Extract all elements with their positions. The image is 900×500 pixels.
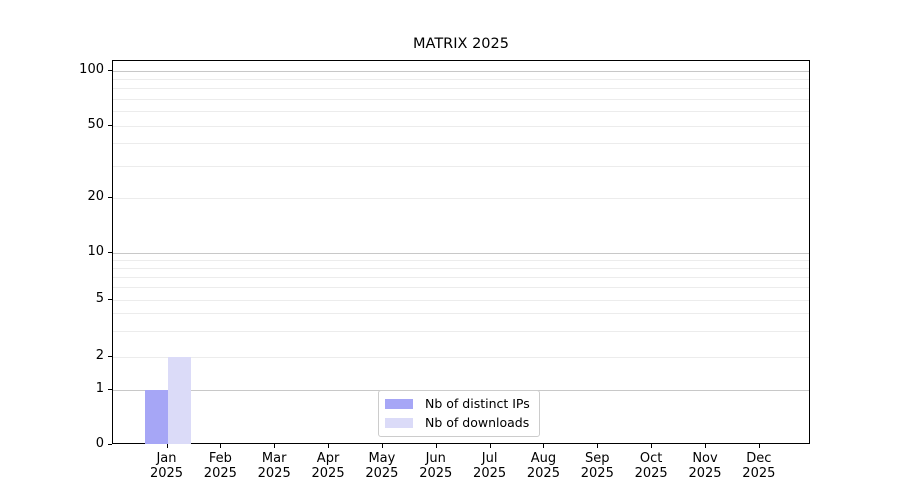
x-tick-label-jul: Jul 2025	[473, 451, 507, 481]
legend: Nb of distinct IPs Nb of downloads	[378, 390, 540, 437]
y-gridline-100	[113, 70, 809, 72]
y-gridline-10	[113, 252, 809, 254]
y-gridline-80	[113, 88, 809, 90]
bar-nb-of-distinct-ips-jan	[144, 390, 168, 444]
y-tick-1	[108, 389, 112, 390]
x-tick-label-jun: Jun 2025	[419, 451, 453, 481]
y-gridline-8	[113, 267, 809, 269]
x-tick-label-mar: Mar 2025	[257, 451, 291, 481]
y-gridline-7	[113, 276, 809, 278]
x-tick-label-oct: Oct 2025	[634, 451, 668, 481]
y-tick-label-20: 20	[87, 189, 104, 204]
y-tick-10	[108, 252, 112, 253]
legend-label-distinct-ips: Nb of distinct IPs	[425, 396, 530, 411]
x-tick-aug	[543, 444, 545, 448]
y-gridline-30	[113, 165, 809, 167]
legend-item-distinct-ips: Nb of distinct IPs	[385, 397, 530, 411]
x-tick-mar	[274, 444, 276, 448]
y-tick-5	[108, 299, 112, 300]
y-gridline-4	[113, 313, 809, 315]
legend-item-downloads: Nb of downloads	[385, 416, 530, 430]
x-tick-label-sep: Sep 2025	[580, 451, 614, 481]
y-gridline-70	[113, 98, 809, 100]
x-tick-label-jan: Jan 2025	[149, 451, 184, 481]
y-gridline-40	[113, 143, 809, 145]
y-gridline-90	[113, 78, 809, 80]
legend-swatch-distinct-ips	[385, 399, 413, 409]
bar-nb-of-downloads-jan	[167, 357, 191, 444]
y-tick-label-100: 100	[79, 62, 104, 77]
y-tick-label-5: 5	[95, 291, 104, 306]
y-gridline-50	[113, 125, 809, 127]
x-tick-label-feb: Feb 2025	[203, 451, 237, 481]
y-gridline-20	[113, 197, 809, 199]
y-gridline-5	[113, 299, 809, 301]
y-tick-0	[108, 444, 112, 445]
y-tick-label-1: 1	[95, 381, 104, 396]
x-tick-jul	[489, 444, 491, 448]
x-tick-label-nov: Nov 2025	[688, 451, 722, 481]
y-gridline-3	[113, 331, 809, 333]
legend-swatch-downloads	[385, 418, 413, 428]
x-tick-label-aug: Aug 2025	[526, 451, 560, 481]
y-gridline-9	[113, 259, 809, 261]
x-tick-may	[381, 444, 383, 448]
x-tick-label-may: May 2025	[365, 451, 399, 481]
plot-area	[112, 60, 810, 444]
y-tick-label-10: 10	[87, 244, 104, 259]
x-tick-label-dec: Dec 2025	[742, 451, 776, 481]
y-tick-label-0: 0	[95, 436, 104, 451]
x-tick-feb	[220, 444, 222, 448]
x-tick-label-apr: Apr 2025	[311, 451, 345, 481]
x-tick-sep	[597, 444, 599, 448]
y-gridline-2	[113, 356, 809, 358]
y-tick-50	[108, 125, 112, 126]
y-tick-100	[108, 70, 112, 71]
y-tick-label-2: 2	[95, 348, 104, 363]
x-tick-dec	[758, 444, 760, 448]
x-tick-nov	[705, 444, 706, 448]
x-tick-jun	[435, 444, 437, 448]
x-tick-apr	[328, 444, 330, 448]
chart-title: MATRIX 2025	[413, 36, 509, 52]
y-gridline-6	[113, 287, 809, 289]
y-tick-20	[108, 197, 112, 198]
x-tick-oct	[651, 444, 653, 448]
y-tick-label-50: 50	[87, 117, 104, 132]
y-gridline-60	[113, 111, 809, 113]
legend-label-downloads: Nb of downloads	[425, 415, 530, 430]
x-tick-jan	[166, 444, 168, 448]
y-tick-2	[108, 356, 112, 357]
